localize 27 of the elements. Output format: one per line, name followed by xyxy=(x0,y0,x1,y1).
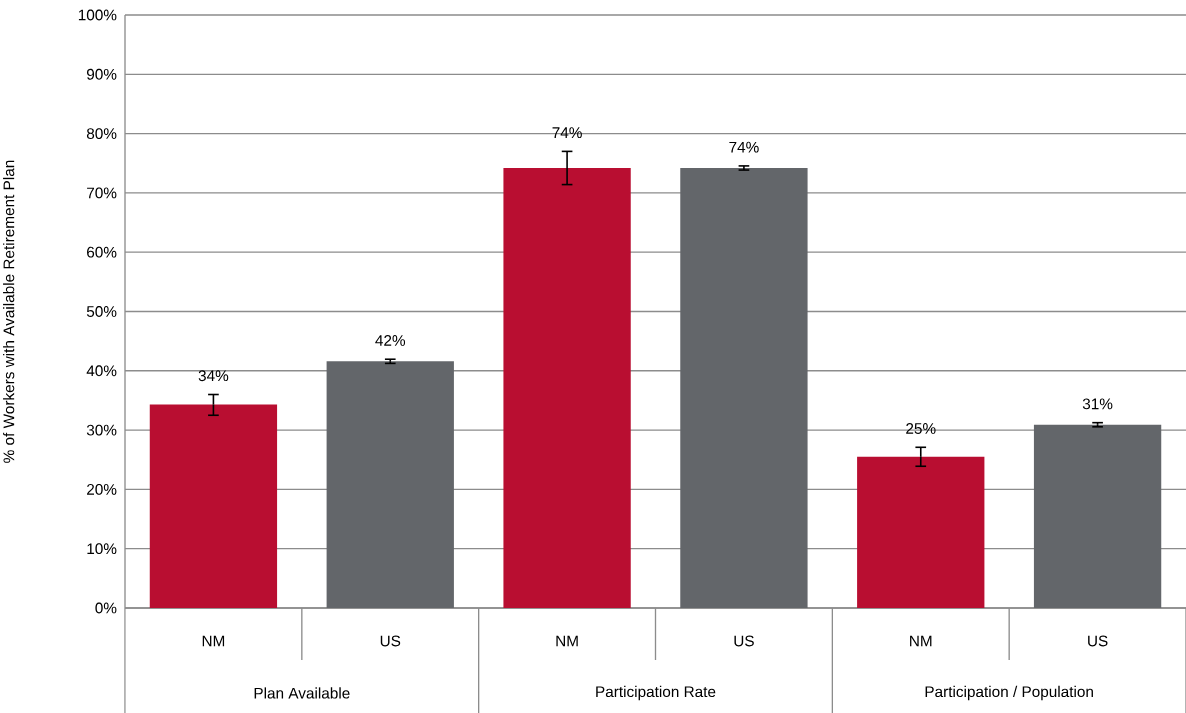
x-tick-label: US xyxy=(380,635,401,647)
y-tick-label: 70% xyxy=(87,187,117,199)
x-tick-label: NM xyxy=(556,635,578,647)
data-label: 25% xyxy=(906,423,936,434)
y-tick-label: 60% xyxy=(87,246,117,258)
x-tick-label: US xyxy=(1088,635,1108,647)
y-tick-label: 40% xyxy=(86,365,117,377)
data-label: 31% xyxy=(1082,398,1113,410)
data-label: 34% xyxy=(198,370,229,382)
y-tick-label: 10% xyxy=(87,543,117,555)
y-tick-label: 100% xyxy=(78,9,117,21)
y-tick-label: 50% xyxy=(86,306,117,317)
y-tick-label: 30% xyxy=(86,424,117,436)
data-label: 74% xyxy=(729,141,759,153)
text: Participation / Population xyxy=(925,685,1093,701)
y-axis-title: % of Workers with Available Retirement Plan xyxy=(3,160,15,463)
x-tick-label: NM xyxy=(202,635,225,647)
data-label: 74% xyxy=(552,127,582,138)
text: Plan Available xyxy=(254,687,350,699)
y-tick-label: 20% xyxy=(87,483,117,495)
y-tick-label: 0% xyxy=(95,602,117,614)
y-tick-label: 80% xyxy=(86,128,117,140)
data-label: 42% xyxy=(375,335,406,346)
x-tick-label: NM xyxy=(910,635,932,647)
text: Participation Rate xyxy=(596,685,716,701)
x-tick-label: US xyxy=(734,635,754,647)
y-tick-label: 90% xyxy=(86,68,117,80)
